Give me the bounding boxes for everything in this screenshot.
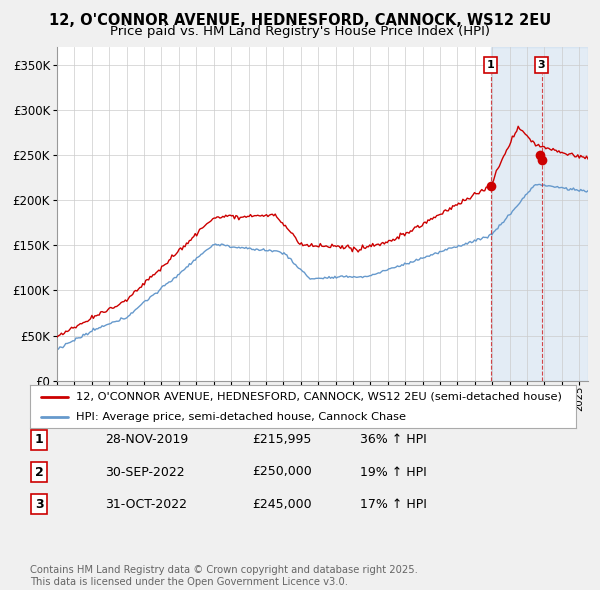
Text: 3: 3 (35, 498, 43, 511)
Text: 31-OCT-2022: 31-OCT-2022 (105, 498, 187, 511)
Text: 36% ↑ HPI: 36% ↑ HPI (360, 433, 427, 446)
Text: 2: 2 (35, 466, 43, 478)
Text: 12, O'CONNOR AVENUE, HEDNESFORD, CANNOCK, WS12 2EU (semi-detached house): 12, O'CONNOR AVENUE, HEDNESFORD, CANNOCK… (76, 392, 562, 402)
Text: 3: 3 (538, 60, 545, 70)
Text: 1: 1 (487, 60, 494, 70)
Text: HPI: Average price, semi-detached house, Cannock Chase: HPI: Average price, semi-detached house,… (76, 412, 406, 422)
Text: 30-SEP-2022: 30-SEP-2022 (105, 466, 185, 478)
Text: £250,000: £250,000 (252, 466, 312, 478)
Bar (491, 47, 588, 381)
Text: £215,995: £215,995 (252, 433, 311, 446)
Text: Price paid vs. HM Land Registry's House Price Index (HPI): Price paid vs. HM Land Registry's House … (110, 25, 490, 38)
Text: £245,000: £245,000 (252, 498, 311, 511)
Text: 12, O'CONNOR AVENUE, HEDNESFORD, CANNOCK, WS12 2EU: 12, O'CONNOR AVENUE, HEDNESFORD, CANNOCK… (49, 13, 551, 28)
Text: Contains HM Land Registry data © Crown copyright and database right 2025.
This d: Contains HM Land Registry data © Crown c… (30, 565, 418, 587)
Text: 28-NOV-2019: 28-NOV-2019 (105, 433, 188, 446)
Text: 17% ↑ HPI: 17% ↑ HPI (360, 498, 427, 511)
Text: 1: 1 (35, 433, 43, 446)
Text: 19% ↑ HPI: 19% ↑ HPI (360, 466, 427, 478)
